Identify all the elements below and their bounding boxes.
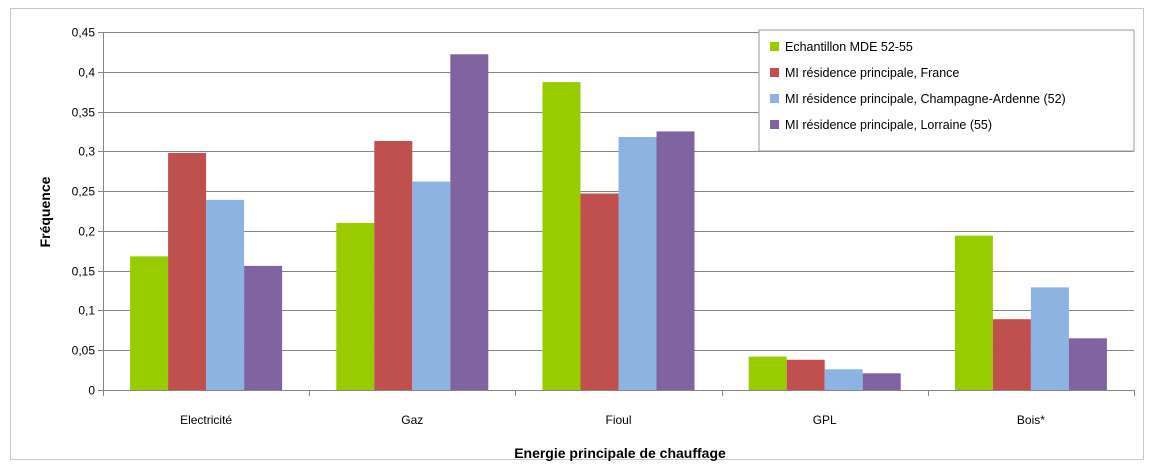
bar-bois-series-3 bbox=[1030, 287, 1069, 390]
x-tick-label: Fioul bbox=[605, 413, 631, 427]
bar-gpl-series-3 bbox=[824, 369, 863, 390]
bar-bois-series-2 bbox=[992, 319, 1031, 390]
bar-gaz-series-4 bbox=[450, 54, 489, 391]
bar-gpl-series-1 bbox=[748, 356, 787, 390]
bar-electricit-series-1 bbox=[130, 256, 169, 390]
legend-label: Echantillon MDE 52-55 bbox=[785, 40, 913, 54]
y-tick-label: 0,45 bbox=[72, 26, 96, 40]
legend: Echantillon MDE 52-55 MI résidence princi… bbox=[758, 29, 1135, 152]
x-tick-label: GPL bbox=[813, 413, 837, 427]
bar-fioul-series-1 bbox=[542, 82, 581, 391]
bar-fioul-series-2 bbox=[580, 193, 619, 390]
legend-label: MI résidence principale, Champagne-Arden… bbox=[785, 92, 1066, 106]
bar-gaz-series-2 bbox=[374, 140, 413, 390]
y-tick-label: 0 bbox=[88, 384, 95, 398]
x-axis-title: Energie principale de chauffage bbox=[514, 445, 726, 461]
y-tick-label: 0,25 bbox=[72, 185, 96, 199]
y-tick-label: 0,15 bbox=[72, 265, 96, 279]
legend-swatch bbox=[770, 68, 779, 77]
x-tick-label: Gaz bbox=[401, 413, 423, 427]
bar-electricit-series-4 bbox=[244, 265, 283, 390]
bar-gaz-series-3 bbox=[412, 181, 451, 390]
bar-gpl-series-4 bbox=[862, 373, 901, 390]
bars bbox=[130, 54, 1107, 391]
y-tick-label: 0,1 bbox=[78, 304, 95, 318]
y-tick-label: 0,4 bbox=[78, 66, 95, 80]
bar-gaz-series-1 bbox=[336, 222, 375, 390]
x-axis-ticks: Electricité Gaz Fioul GPL Bois* bbox=[103, 390, 1135, 427]
bar-gpl-series-2 bbox=[786, 359, 825, 390]
bar-electricit-series-2 bbox=[168, 152, 207, 390]
bar-bois-series-4 bbox=[1068, 338, 1107, 390]
axes bbox=[103, 32, 1134, 391]
y-tick-label: 0,3 bbox=[78, 145, 95, 159]
y-tick-label: 0,35 bbox=[72, 106, 96, 120]
legend-label: MI résidence principale, France bbox=[785, 66, 959, 80]
y-tick-label: 0,05 bbox=[72, 344, 96, 358]
legend-swatch bbox=[770, 42, 779, 51]
bar-bois-series-1 bbox=[954, 235, 993, 390]
bar-fioul-series-4 bbox=[656, 131, 695, 390]
y-axis-ticks: 0 0,05 0,1 0,15 0,2 0,25 0,3 0,35 0,4 0,45 bbox=[72, 26, 103, 398]
y-tick-label: 0,2 bbox=[78, 225, 95, 239]
bar-electricit-series-3 bbox=[206, 199, 245, 390]
bar-fioul-series-3 bbox=[618, 137, 657, 390]
legend-box bbox=[758, 29, 1135, 152]
legend-swatch bbox=[770, 94, 779, 103]
x-tick-label: Electricité bbox=[180, 413, 232, 427]
legend-swatch bbox=[770, 120, 779, 129]
x-tick-label: Bois* bbox=[1017, 413, 1045, 427]
legend-label: MI résidence principale, Lorraine (55) bbox=[785, 118, 992, 132]
y-axis-title: Fréquence bbox=[37, 176, 53, 247]
